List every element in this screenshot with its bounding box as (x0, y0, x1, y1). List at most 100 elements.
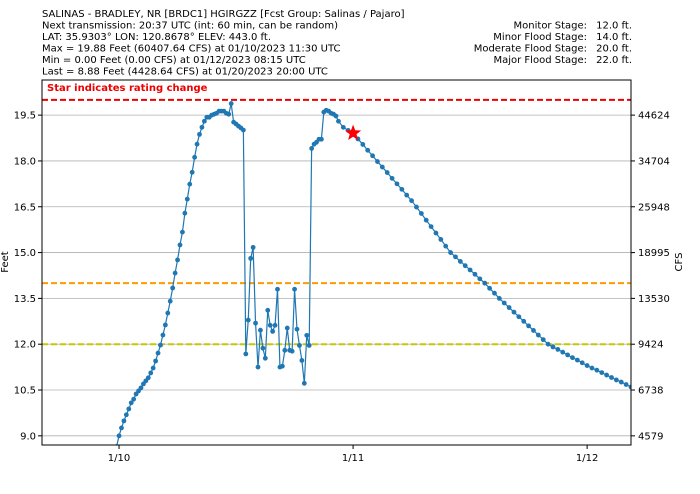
data-point (609, 375, 614, 380)
data-point (555, 346, 561, 352)
rating-change-star (345, 124, 362, 140)
data-point (250, 244, 256, 250)
data-point (119, 425, 124, 431)
data-point (226, 111, 232, 117)
data-point (423, 217, 429, 223)
data-point (199, 124, 205, 130)
y2-axis-label: CFS (674, 253, 685, 272)
data-point (123, 412, 129, 418)
data-point (565, 352, 571, 358)
data-point (482, 280, 488, 286)
stage-value: 14.0 ft. (596, 32, 632, 43)
data-point (589, 365, 595, 371)
header-line: LAT: 35.9303° LON: 120.8678° ELEV: 443.0… (42, 32, 271, 43)
annotation: Star indicates rating change (47, 83, 208, 94)
data-point (550, 344, 556, 350)
data-point (560, 349, 566, 355)
y-tick-label: 15.0 (14, 248, 36, 259)
data-point (453, 254, 458, 260)
data-point (201, 118, 207, 124)
data-point (187, 181, 193, 187)
data-point (428, 224, 434, 230)
data-point (457, 259, 463, 264)
data-point (540, 337, 546, 343)
data-point (599, 370, 605, 376)
y-tick-label: 16.5 (14, 202, 36, 213)
stage-value: 20.0 ft. (596, 44, 632, 55)
data-point (170, 285, 176, 291)
y2-tick-label: 6738 (638, 386, 663, 397)
data-point (172, 270, 178, 276)
data-point (121, 418, 127, 424)
data-point (318, 136, 324, 142)
data-point (253, 320, 258, 326)
data-point (511, 309, 517, 315)
data-point (309, 146, 315, 151)
y2-tick-label: 25948 (638, 202, 670, 213)
y-tick-label: 18.0 (14, 156, 36, 167)
data-point (265, 307, 271, 313)
header-line: Min = 0.00 Feet (0.00 CFS) at 01/12/2023… (42, 55, 306, 66)
data-point (189, 169, 195, 175)
data-point (167, 298, 173, 304)
data-point (594, 367, 600, 373)
data-point (128, 400, 134, 406)
data-point (240, 127, 246, 133)
data-point (294, 326, 300, 332)
data-point (613, 377, 619, 383)
data-point (404, 192, 410, 198)
data-point (145, 375, 151, 381)
stage-label: Moderate Flood Stage: (474, 44, 587, 55)
data-point (333, 113, 339, 119)
data-point (243, 351, 249, 357)
data-point (574, 357, 580, 363)
y-axis-label: Feet (0, 251, 11, 273)
data-point (301, 380, 307, 386)
data-point (150, 365, 156, 371)
data-point (175, 257, 180, 263)
header-line: SALINAS - BRADLEY, NR [BRDC1] HGIRGZZ [F… (42, 9, 405, 20)
data-point (192, 154, 198, 160)
data-point (487, 285, 493, 291)
data-point (418, 211, 424, 216)
data-point (228, 101, 234, 106)
stage-value: 12.0 ft. (596, 21, 632, 32)
y2-tick-label: 9424 (638, 340, 663, 351)
data-point (443, 243, 449, 249)
data-point (155, 350, 161, 356)
x-tick-label: 1/11 (342, 453, 364, 464)
y-tick-label: 19.5 (14, 111, 36, 122)
data-point (516, 314, 522, 320)
data-point (245, 317, 251, 323)
header-line: Max = 19.88 Feet (60407.64 CFS) at 01/10… (42, 44, 340, 55)
data-point (275, 286, 280, 292)
data-point (197, 131, 202, 137)
data-point (389, 175, 395, 181)
x-tick-label: 1/10 (108, 453, 130, 464)
data-point (336, 118, 341, 124)
data-point (496, 295, 502, 301)
data-point (177, 242, 183, 248)
data-point (438, 237, 444, 242)
data-point (148, 370, 154, 376)
data-point (182, 210, 188, 216)
data-point (292, 286, 297, 292)
data-point (521, 318, 527, 324)
data-point (506, 305, 512, 310)
y-tick-label: 12.0 (14, 340, 36, 351)
data-point (279, 363, 285, 369)
data-point (304, 332, 310, 338)
data-point (158, 342, 163, 348)
y-tick-label: 13.5 (14, 294, 36, 305)
stage-label: Monitor Stage: (514, 21, 587, 32)
data-point (365, 147, 371, 153)
data-point (414, 204, 419, 210)
plot-layer (42, 98, 631, 445)
data-point (467, 267, 473, 273)
data-point (153, 358, 159, 364)
data-point (409, 198, 414, 204)
x-tick-label: 1/12 (576, 453, 598, 464)
stage-value: 22.0 ft. (596, 55, 632, 66)
data-point (260, 345, 266, 351)
